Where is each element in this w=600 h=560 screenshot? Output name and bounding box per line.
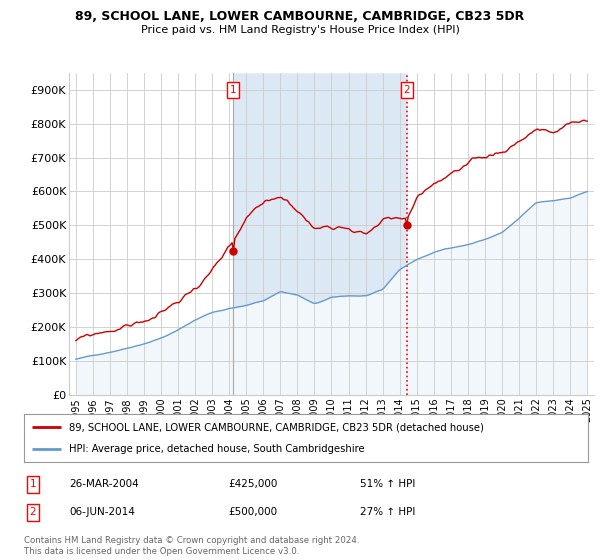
- Text: 89, SCHOOL LANE, LOWER CAMBOURNE, CAMBRIDGE, CB23 5DR: 89, SCHOOL LANE, LOWER CAMBOURNE, CAMBRI…: [76, 10, 524, 23]
- Text: 27% ↑ HPI: 27% ↑ HPI: [360, 507, 415, 517]
- Text: £425,000: £425,000: [228, 479, 277, 489]
- Text: Contains HM Land Registry data © Crown copyright and database right 2024.
This d: Contains HM Land Registry data © Crown c…: [24, 536, 359, 556]
- Text: Price paid vs. HM Land Registry's House Price Index (HPI): Price paid vs. HM Land Registry's House …: [140, 25, 460, 35]
- Text: £500,000: £500,000: [228, 507, 277, 517]
- Text: 1: 1: [230, 85, 236, 95]
- Text: 1: 1: [29, 479, 37, 489]
- Text: 2: 2: [29, 507, 37, 517]
- Text: HPI: Average price, detached house, South Cambridgeshire: HPI: Average price, detached house, Sout…: [69, 444, 365, 454]
- Text: 06-JUN-2014: 06-JUN-2014: [69, 507, 135, 517]
- Text: 89, SCHOOL LANE, LOWER CAMBOURNE, CAMBRIDGE, CB23 5DR (detached house): 89, SCHOOL LANE, LOWER CAMBOURNE, CAMBRI…: [69, 422, 484, 432]
- Text: 51% ↑ HPI: 51% ↑ HPI: [360, 479, 415, 489]
- Text: 2: 2: [404, 85, 410, 95]
- Text: 26-MAR-2004: 26-MAR-2004: [69, 479, 139, 489]
